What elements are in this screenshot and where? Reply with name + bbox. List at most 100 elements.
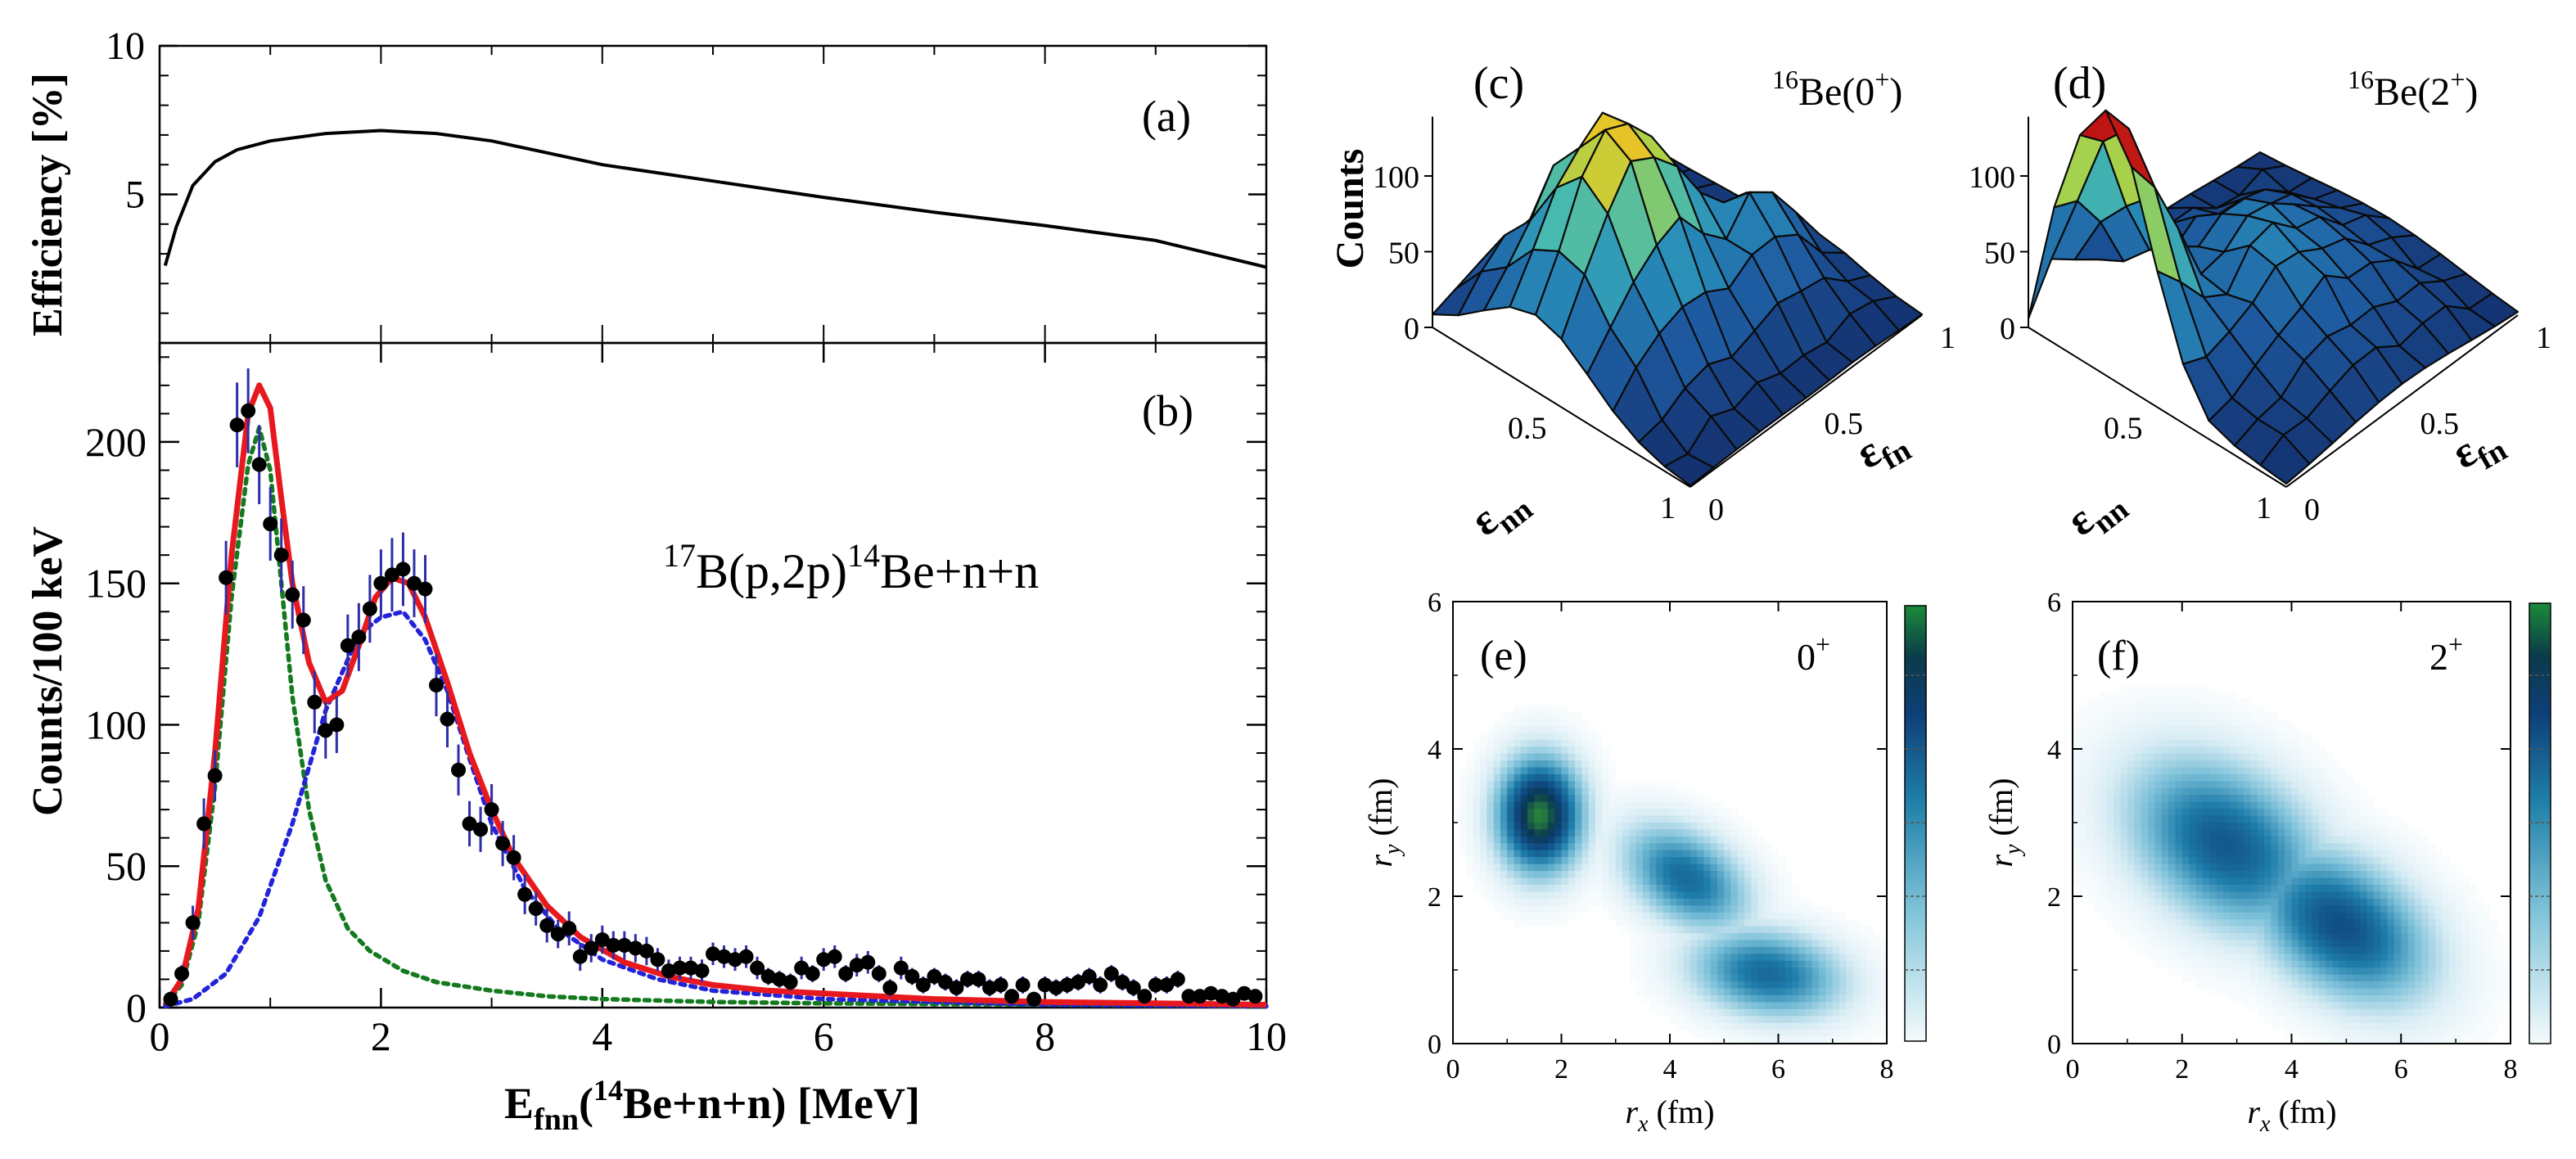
data-point xyxy=(1115,974,1130,990)
density-cell xyxy=(1527,871,1535,879)
density-cell xyxy=(1751,994,1759,1003)
density-cell xyxy=(2257,898,2265,906)
density-cell xyxy=(2318,877,2326,886)
density-cell xyxy=(2312,981,2320,990)
density-cell xyxy=(1534,787,1542,796)
density-cell xyxy=(1676,787,1685,796)
density-cell xyxy=(2373,926,2381,934)
density-cell xyxy=(1670,884,1677,892)
density-cell xyxy=(2216,981,2224,990)
density-cell xyxy=(2414,836,2422,844)
density-cell xyxy=(2373,857,2381,865)
density-cell xyxy=(1852,926,1861,934)
density-cell xyxy=(1846,994,1854,1003)
density-cell xyxy=(2393,864,2402,872)
density-cell xyxy=(2393,884,2402,892)
density-cell xyxy=(1873,960,1881,968)
density-cell xyxy=(1737,850,1745,858)
density-cell xyxy=(1662,981,1671,990)
density-cell xyxy=(2305,1030,2313,1038)
density-cell xyxy=(1832,1002,1840,1010)
density-cell xyxy=(1792,946,1799,954)
density-cell xyxy=(1466,801,1474,809)
density-cell xyxy=(2366,809,2375,817)
density-cell xyxy=(1676,884,1685,892)
density-cell xyxy=(2476,1008,2484,1017)
density-cell xyxy=(1717,1002,1725,1010)
density-cell xyxy=(1832,1022,1840,1030)
density-cell xyxy=(2141,809,2149,817)
density-cell xyxy=(1697,1022,1705,1030)
density-cell xyxy=(2154,933,2163,941)
density-cell xyxy=(2189,864,2197,872)
density-cell xyxy=(2250,733,2258,741)
density-cell xyxy=(2257,725,2265,733)
density-cell xyxy=(1588,884,1596,892)
density-cell xyxy=(1757,836,1766,844)
density-cell xyxy=(2114,843,2122,851)
density-cell xyxy=(2134,877,2142,886)
density-cell xyxy=(2243,954,2251,962)
density-cell xyxy=(1703,871,1712,879)
density-cell xyxy=(2141,836,2149,844)
density-cell xyxy=(1608,760,1617,769)
density-cell xyxy=(1710,836,1718,844)
density-cell xyxy=(1581,884,1590,892)
density-cell xyxy=(2093,767,2101,775)
density-cell xyxy=(1724,994,1732,1003)
density-cell xyxy=(2250,954,2258,962)
density-cell xyxy=(1676,960,1685,968)
density-cell xyxy=(2127,933,2135,941)
density-cell xyxy=(1757,1008,1766,1017)
data-point xyxy=(871,966,886,981)
density-cell xyxy=(1724,884,1732,892)
density-cell xyxy=(2161,857,2169,865)
density-cell xyxy=(2264,857,2272,865)
density-cell xyxy=(2154,871,2163,879)
density-cell xyxy=(1595,739,1603,747)
density-cell xyxy=(2230,795,2238,803)
density-cell xyxy=(2134,836,2142,844)
density-cell xyxy=(2243,871,2251,879)
density-cell xyxy=(1541,829,1549,837)
density-cell xyxy=(1500,823,1508,831)
density-cell xyxy=(2120,898,2128,906)
density-cell xyxy=(2332,1016,2340,1024)
density-cell xyxy=(2428,974,2436,982)
density-cell xyxy=(1554,857,1563,865)
density-cell xyxy=(1676,898,1685,906)
density-cell xyxy=(1670,919,1677,927)
density-cell xyxy=(1493,836,1501,844)
density-cell xyxy=(1683,815,1691,823)
density-cell xyxy=(2134,829,2142,837)
density-cell xyxy=(1717,850,1725,858)
xtick-label-2: 2 xyxy=(1554,1054,1568,1085)
density-cell xyxy=(2114,926,2122,934)
density-cell xyxy=(1520,836,1528,844)
density-cell xyxy=(1534,781,1542,789)
density-cell xyxy=(1670,891,1677,900)
density-cell xyxy=(1676,857,1685,865)
density-cell xyxy=(1541,884,1549,892)
density-cell xyxy=(2462,1030,2470,1038)
density-cell xyxy=(1581,753,1590,761)
density-cell xyxy=(2181,823,2190,831)
density-cell xyxy=(1575,733,1582,741)
density-cell xyxy=(2120,857,2128,865)
density-cell xyxy=(1676,891,1685,900)
f-x-var: r xyxy=(2247,1094,2260,1130)
density-cell xyxy=(1805,1036,1813,1044)
density-cell xyxy=(2079,801,2087,809)
density-cell xyxy=(2428,954,2436,962)
density-cell xyxy=(2305,787,2313,796)
density-cell xyxy=(2236,974,2244,982)
density-cell xyxy=(2442,1008,2450,1017)
density-cell xyxy=(1507,719,1515,727)
density-cell xyxy=(2168,746,2176,755)
density-cell xyxy=(2291,753,2299,761)
density-cell xyxy=(2401,926,2409,934)
density-cell xyxy=(2462,933,2470,941)
density-cell xyxy=(1811,974,1820,982)
density-cell xyxy=(2421,836,2429,844)
density-cell xyxy=(1554,871,1563,879)
